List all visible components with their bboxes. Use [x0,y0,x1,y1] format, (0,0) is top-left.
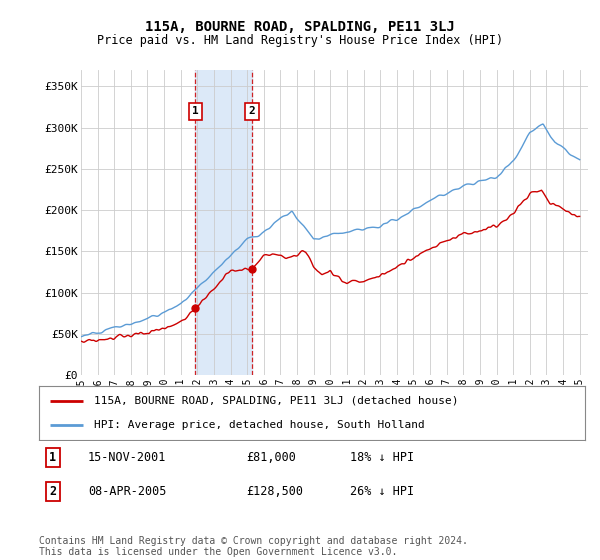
Text: £81,000: £81,000 [247,451,296,464]
Text: Contains HM Land Registry data © Crown copyright and database right 2024.
This d: Contains HM Land Registry data © Crown c… [39,535,468,557]
Text: 1: 1 [49,451,56,464]
Bar [196,70,252,375]
Text: 15-NOV-2001: 15-NOV-2001 [88,451,167,464]
Text: 2: 2 [248,106,255,116]
Text: Price paid vs. HM Land Registry's House Price Index (HPI): Price paid vs. HM Land Registry's House … [97,34,503,46]
Text: HPI: Average price, detached house, South Holland: HPI: Average price, detached house, Sout… [94,420,424,430]
Text: 18% ↓ HPI: 18% ↓ HPI [350,451,415,464]
Text: 1: 1 [192,106,199,116]
Text: 26% ↓ HPI: 26% ↓ HPI [350,485,415,498]
Text: 08-APR-2005: 08-APR-2005 [88,485,167,498]
Text: 115A, BOURNE ROAD, SPALDING, PE11 3LJ (detached house): 115A, BOURNE ROAD, SPALDING, PE11 3LJ (d… [94,396,458,406]
Text: £128,500: £128,500 [247,485,304,498]
Text: 2: 2 [49,485,56,498]
Text: 115A, BOURNE ROAD, SPALDING, PE11 3LJ: 115A, BOURNE ROAD, SPALDING, PE11 3LJ [145,20,455,34]
